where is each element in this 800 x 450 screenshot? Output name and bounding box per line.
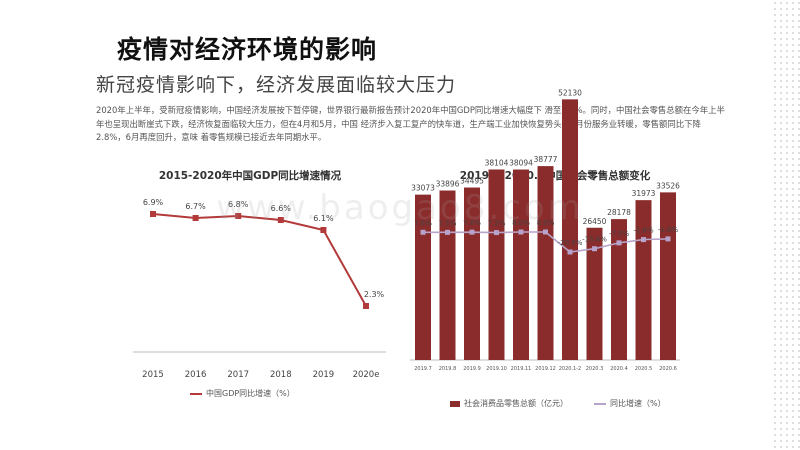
gdp-x-tick-label: 2015	[142, 370, 164, 380]
legend-swatch-retail-sales	[450, 400, 460, 407]
retail-bar	[415, 194, 431, 360]
gdp-series-line	[152, 213, 367, 307]
gdp-data-point	[277, 217, 284, 223]
legend-label-growth: 同比增速（%）	[610, 399, 666, 408]
growth-data-label: 8.0%	[537, 219, 555, 227]
gdp-data-point	[150, 211, 156, 217]
growth-data-point	[567, 249, 573, 255]
legend-label-gdp: 中国GDP同比增速（%）	[206, 389, 295, 398]
gdp-data-label: 2.3%	[364, 290, 385, 299]
retail-bar-label: 33896	[436, 180, 460, 189]
gdp-x-tick-label: 2017	[227, 370, 249, 380]
retail-bar-label: 33526	[656, 181, 680, 190]
growth-data-point	[592, 246, 597, 252]
retail-bar-label: 34495	[460, 177, 484, 186]
growth-data-point	[543, 229, 548, 235]
retail-chart-title: 2019.7-2020.6中国社会零售总额变化	[459, 170, 651, 182]
growth-data-point	[641, 237, 646, 243]
growth-data-label: 7.8%	[463, 219, 481, 227]
gdp-data-label: 6.7%	[185, 202, 206, 211]
growth-data-point	[420, 229, 426, 235]
gdp-data-label: 6.8%	[228, 200, 249, 209]
retail-x-tick-label: 2020.4	[610, 366, 628, 372]
growth-data-label: 7.2%	[488, 220, 506, 228]
retail-x-tick-label: 2019.8	[439, 366, 457, 372]
legend-item-gdp: 中国GDP同比增速（%）	[190, 388, 295, 399]
retail-x-tick-label: 2020.5	[635, 366, 653, 372]
retail-bar-label: 52130	[558, 88, 582, 97]
retail-bar	[562, 99, 578, 360]
growth-data-label: 7.6%	[414, 219, 432, 227]
retail-x-tick-label: 2019.7	[414, 366, 432, 372]
retail-bar	[464, 187, 480, 360]
gdp-data-point	[192, 215, 199, 221]
growth-data-point	[665, 236, 671, 242]
gdp-data-point	[363, 303, 369, 309]
retail-chart-legend: 社会消费品零售总额（亿元） 同比增速（%）	[450, 398, 692, 409]
retail-bar	[513, 169, 529, 360]
decorative-dot-pattern	[772, 0, 800, 450]
gdp-data-label: 6.1%	[313, 214, 334, 223]
gdp-x-tick-label: 2020e	[353, 370, 380, 380]
page-subtitle: 新冠疫情影响下，经济发展面临较大压力	[96, 74, 457, 96]
legend-swatch-growth	[594, 402, 606, 405]
growth-data-label: -20.5%	[558, 239, 583, 247]
retail-bar	[439, 190, 456, 360]
growth-data-point	[445, 229, 450, 235]
gdp-chart-legend: 中国GDP同比增速（%）	[190, 388, 321, 399]
legend-label-retail-sales: 社会消费品零售总额（亿元）	[464, 399, 568, 408]
gdp-data-label: 6.6%	[271, 204, 292, 213]
retail-x-tick-label: 2020.6	[659, 366, 677, 372]
gdp-data-point	[235, 213, 242, 219]
legend-swatch-gdp	[190, 392, 202, 395]
gdp-chart-title: 2015-2020年中国GDP同比增速情况	[158, 170, 342, 182]
legend-item-retail-sales: 社会消费品零售总额（亿元）	[450, 398, 568, 409]
gdp-x-tick-label: 2019	[313, 370, 335, 380]
page-title: 疫情对经济环境的影响	[117, 35, 378, 64]
gdp-data-label: 6.9%	[143, 198, 164, 207]
retail-bar-label: 38777	[534, 155, 558, 164]
retail-x-tick-label: 2020.1-2	[559, 366, 581, 372]
growth-data-point	[518, 229, 524, 235]
gdp-data-point	[320, 227, 327, 233]
retail-x-tick-label: 2019.9	[463, 366, 481, 372]
retail-bar	[537, 166, 554, 360]
retail-x-tick-label: 2019.11	[511, 366, 532, 372]
growth-data-label: 7.5%	[439, 219, 457, 227]
retail-x-tick-label: 2019.12	[535, 366, 556, 372]
retail-bar-label: 38104	[485, 158, 509, 167]
retail-bar-label: 31973	[632, 189, 656, 198]
retail-bar-label: 26450	[583, 217, 607, 226]
legend-item-growth: 同比增速（%）	[594, 398, 666, 409]
retail-bar	[635, 200, 652, 360]
retail-bar	[660, 192, 676, 360]
retail-bar	[586, 227, 603, 360]
summary-paragraph: 2020年上半年，受新冠疫情影响，中国经济发展按下暂停键，世界银行最新报告预计2…	[96, 105, 725, 142]
retail-bar-label: 33073	[411, 184, 435, 193]
growth-data-label: -1.8%	[658, 226, 679, 234]
retail-bar	[488, 169, 505, 360]
growth-data-label: -7.5%	[609, 230, 630, 238]
growth-data-point	[469, 229, 475, 235]
growth-data-point	[616, 240, 622, 246]
retail-bar-label: 28178	[607, 208, 631, 217]
retail-x-tick-label: 2019.10	[486, 366, 507, 372]
gdp-x-tick-label: 2018	[270, 370, 292, 380]
growth-data-label: 8.0%	[512, 219, 530, 227]
retail-bar	[611, 219, 627, 360]
gdp-x-tick-label: 2016	[185, 370, 207, 380]
retail-x-tick-label: 2020.3	[586, 366, 604, 372]
growth-data-label: -2.8%	[633, 227, 654, 235]
growth-data-point	[494, 230, 499, 236]
retail-bar-label: 38094	[509, 159, 533, 168]
growth-data-label: -15.8%	[582, 236, 607, 244]
